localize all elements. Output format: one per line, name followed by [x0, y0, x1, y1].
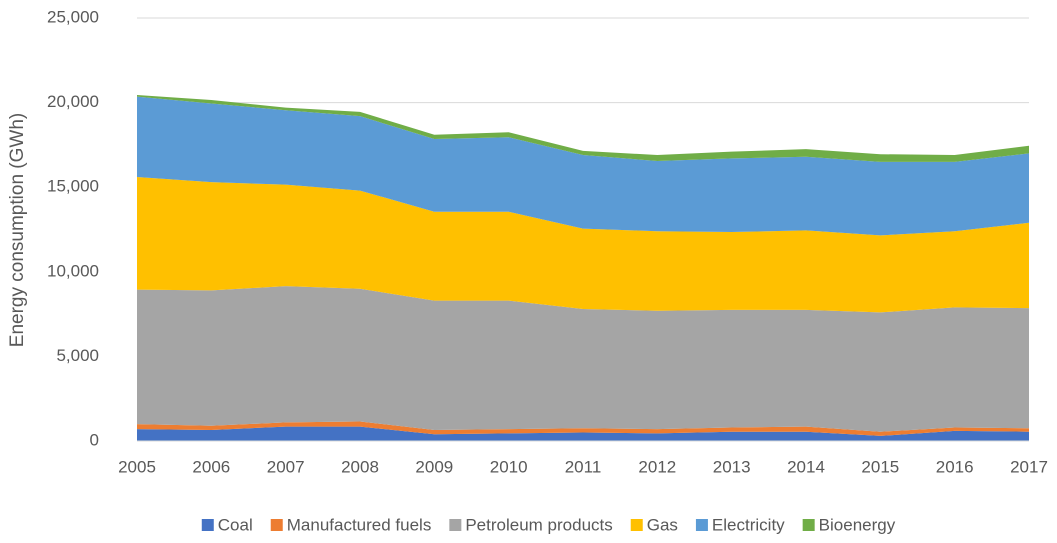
area [137, 286, 1029, 432]
y-tick-label: 0 [90, 430, 99, 449]
x-tick-label: 2009 [415, 457, 453, 476]
y-tick-label: 15,000 [47, 177, 99, 196]
legend-label: Manufactured fuels [287, 515, 432, 534]
x-tick-label: 2017 [1010, 457, 1048, 476]
legend-swatch [201, 519, 214, 531]
area [137, 94, 1029, 162]
legend-item: Coal [201, 515, 253, 534]
y-axis-label: Energy consumption (GWh) [7, 113, 28, 347]
legend-swatch [630, 519, 643, 531]
x-tick-label: 2013 [713, 457, 751, 476]
x-tick-label: 2016 [936, 457, 974, 476]
legend-item: Bioenergy [802, 515, 896, 534]
x-tick-label: 2007 [267, 457, 305, 476]
x-tick-label: 2011 [565, 457, 602, 476]
area [137, 177, 1029, 313]
y-tick-label: 25,000 [47, 7, 99, 26]
area [137, 96, 1029, 236]
legend-swatch [449, 519, 462, 531]
legend-label: Bioenergy [819, 515, 896, 534]
x-tick-label: 2014 [787, 457, 825, 476]
x-tick-label: 2008 [341, 457, 379, 476]
legend: Coal Manufactured fuels Petroleum products… [201, 515, 896, 534]
x-tick-label: 2010 [490, 457, 528, 476]
legend-item: Manufactured fuels [270, 515, 432, 534]
y-tick-label: 20,000 [47, 92, 99, 111]
legend-swatch [695, 519, 708, 531]
x-tick-label: 2015 [861, 457, 899, 476]
area [137, 421, 1029, 436]
legend-item: Gas [630, 515, 678, 534]
area [137, 426, 1029, 441]
x-tick-label: 2005 [118, 457, 156, 476]
legend-label: Gas [647, 515, 678, 534]
legend-label: Coal [218, 515, 253, 534]
legend-swatch [802, 519, 815, 531]
legend-label: Petroleum products [465, 515, 612, 534]
y-tick-label: 5,000 [56, 346, 99, 365]
legend-item: Petroleum products [449, 515, 613, 534]
legend-label: Electricity [712, 515, 785, 534]
x-tick-label: 2006 [192, 457, 230, 476]
legend-item: Electricity [695, 515, 785, 534]
areas [137, 94, 1029, 441]
legend-swatch [270, 519, 283, 531]
x-tick-label: 2012 [638, 457, 676, 476]
y-tick-label: 10,000 [47, 261, 99, 280]
